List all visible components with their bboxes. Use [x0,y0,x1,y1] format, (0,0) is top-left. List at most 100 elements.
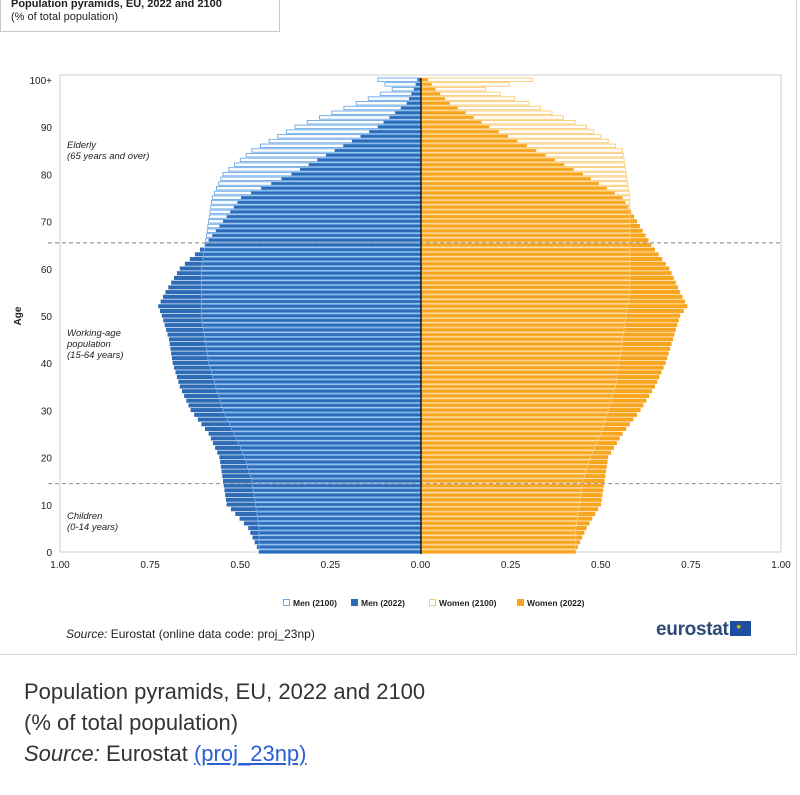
proj-23np-link[interactable]: (proj_23np) [193,741,307,766]
bar [199,247,421,252]
bar [421,176,591,181]
bar [194,252,421,257]
bar [421,464,607,469]
bar [421,327,676,332]
bar [421,223,640,229]
bar [254,540,421,545]
bar [421,337,673,342]
bar [421,478,605,483]
bar [406,101,421,106]
bar [176,271,421,276]
population-pyramid-chart: 0 10 20 30 40 50 60 70 80 90 100+ Age 1.00 0.75 0.50 0.… [13,74,791,608]
bar [421,441,617,446]
bar [421,521,590,526]
bar [421,431,623,436]
bar [194,412,421,417]
annotation: Elderly(65 years and over) [67,140,149,162]
legend-swatch [351,599,358,606]
bar [421,360,666,365]
bar [421,455,609,460]
x-tick-label: 0.00 [411,560,431,571]
bar [166,327,421,332]
bar [208,431,421,436]
bar [179,266,421,271]
bar [160,299,421,304]
bar [421,124,490,129]
bar [421,304,688,309]
bar [421,82,432,87]
bar [421,502,601,507]
bar [421,393,650,398]
annotation-line: Working-age [67,328,121,339]
bar [421,91,441,96]
bar [421,129,499,134]
bar [163,318,422,323]
bar [421,167,574,172]
annotation-line: (0-14 years) [67,522,118,533]
bar [421,134,509,139]
bar [171,356,421,361]
bar [421,77,429,82]
bar [421,346,671,351]
bar [230,209,421,214]
bar [421,143,527,148]
bar [256,544,421,550]
bar [421,497,602,502]
x-tick-label: 0.75 [681,560,701,571]
bar [205,242,421,247]
bar [421,266,670,271]
bar [421,200,626,205]
bar [421,507,599,512]
bar [421,526,587,531]
bar [421,275,674,280]
bar [184,261,421,266]
chart-source: Source: Eurostat (online data code: proj… [66,627,315,641]
bar [308,162,421,167]
bar [170,346,421,351]
bar [421,195,623,200]
bar [184,393,421,398]
bar [421,426,627,432]
bar [421,257,663,262]
bar [421,318,679,323]
bar [208,238,421,243]
bar [334,148,421,153]
chart-title: Population pyramids, EU, 2022 and 2100 [11,0,222,10]
source-label: Source: [66,627,108,641]
y-tick-label: 60 [41,265,53,276]
legend-item: Men (2022) [351,598,405,608]
bar [421,162,565,167]
bar [291,172,421,177]
bar [174,275,421,280]
bar [421,474,606,479]
caption-source-label: Source: [24,741,100,766]
bar [176,375,421,380]
legend-item: Women (2022) [517,598,585,608]
legend-label: Men (2100) [293,598,337,608]
y-tick-label: 10 [41,501,53,512]
caption-source-text: Eurostat [99,741,194,766]
bar [169,341,421,347]
y-tick-label: 30 [41,406,53,417]
bar [383,120,421,125]
y-tick-label: 0 [46,548,52,559]
bar [230,507,421,512]
y-tick-label: 100+ [29,76,52,87]
bar [421,422,630,427]
bar [421,238,649,243]
bar-outline [377,77,422,82]
bar [160,308,421,314]
bar [172,360,421,365]
bar [421,493,603,498]
bar [411,91,421,96]
bar [421,511,596,516]
bar [421,242,652,247]
legend-label: Women (2022) [527,598,585,608]
bar [421,157,555,162]
bar-outline [420,77,534,82]
bar [421,332,675,337]
bar [421,280,676,285]
series-women-2022 [421,77,688,554]
bar [421,408,641,413]
bar [241,195,421,200]
